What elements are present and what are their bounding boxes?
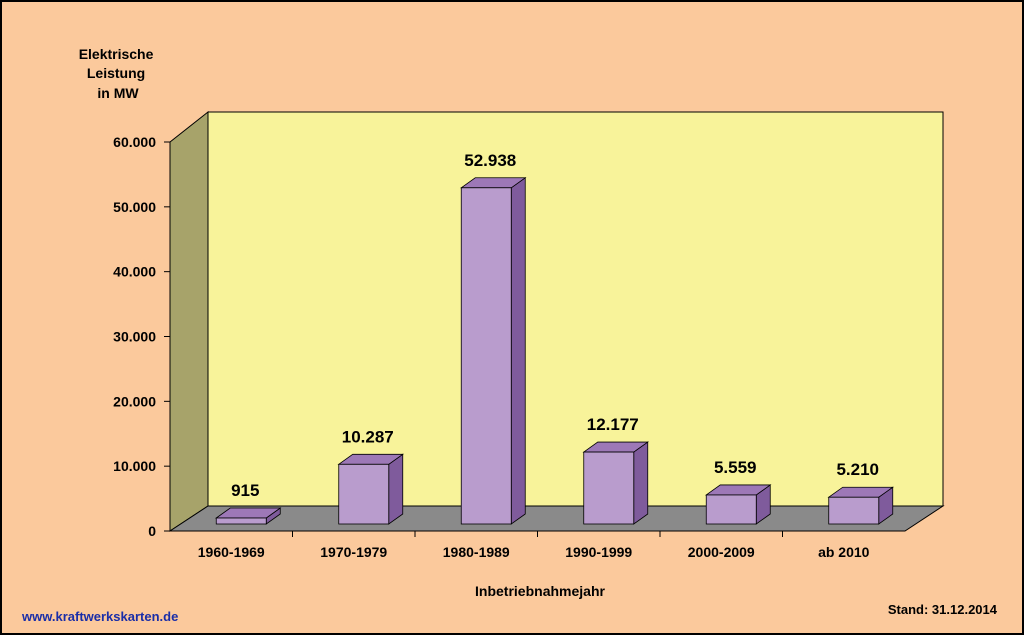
category-label: 2000-2009 xyxy=(688,544,755,560)
bar xyxy=(460,177,527,525)
back-wall xyxy=(207,111,944,507)
y-tick-label: 50.000 xyxy=(113,199,156,215)
category-label: 1990-1999 xyxy=(565,544,632,560)
bar-front xyxy=(460,187,512,525)
bar-front xyxy=(215,517,267,525)
data-label: 5.559 xyxy=(714,458,757,477)
bar xyxy=(337,453,404,525)
bar-front xyxy=(705,494,757,525)
y-axis-title-line-2: Leistung xyxy=(87,65,145,81)
y-tick-label: 40.000 xyxy=(113,264,156,280)
bar-front xyxy=(338,463,390,525)
y-axis-title-line-3: in MW xyxy=(97,85,139,101)
chart-walls xyxy=(168,110,945,532)
website-link[interactable]: www.kraftwerkskarten.de xyxy=(21,609,178,624)
y-tick-label: 10.000 xyxy=(113,458,156,474)
bar xyxy=(705,484,772,525)
data-label: 5.210 xyxy=(836,460,879,479)
bar xyxy=(215,507,282,525)
y-axis-title-line-1: Elektrische xyxy=(79,46,154,62)
y-axis-title: Elektrische Leistung in MW xyxy=(79,46,158,101)
bar xyxy=(582,441,649,525)
bar xyxy=(827,486,894,525)
category-label: 1970-1979 xyxy=(320,544,387,560)
bar-front xyxy=(583,451,635,525)
x-axis: 1960-1969 1970-1979 1980-1989 1990-1999 2000… xyxy=(170,530,905,560)
y-tick-label: 0 xyxy=(148,523,156,539)
x-axis-title: Inbetriebnahmejahr xyxy=(475,583,605,599)
category-label: ab 2010 xyxy=(818,544,870,560)
bars: 915 10.287 52.938 12.177 5.559 5.210 xyxy=(215,151,894,525)
stand-date: Stand: 31.12.2014 xyxy=(888,602,998,617)
side-wall xyxy=(169,110,209,532)
data-label: 52.938 xyxy=(464,151,516,170)
y-tick-label: 30.000 xyxy=(113,329,156,345)
data-label: 12.177 xyxy=(587,415,639,434)
bar-side xyxy=(388,453,404,525)
data-label: 915 xyxy=(231,481,259,500)
y-tick-label: 20.000 xyxy=(113,393,156,409)
y-axis: 0 10.000 20.000 30.000 40.000 50.000 60.000 xyxy=(113,134,171,539)
bar-front xyxy=(828,496,880,525)
floor xyxy=(168,505,945,532)
y-tick-label: 60.000 xyxy=(113,134,156,150)
bar-side xyxy=(633,441,649,525)
data-label: 10.287 xyxy=(342,427,394,446)
bar-side xyxy=(510,177,526,525)
category-label: 1960-1969 xyxy=(198,544,265,560)
category-label: 1980-1989 xyxy=(443,544,510,560)
